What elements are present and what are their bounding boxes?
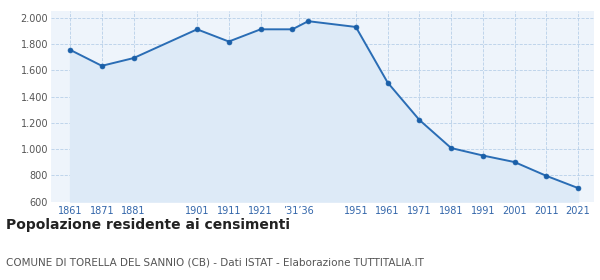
Text: COMUNE DI TORELLA DEL SANNIO (CB) - Dati ISTAT - Elaborazione TUTTITALIA.IT: COMUNE DI TORELLA DEL SANNIO (CB) - Dati… [6,258,424,268]
Text: Popolazione residente ai censimenti: Popolazione residente ai censimenti [6,218,290,232]
